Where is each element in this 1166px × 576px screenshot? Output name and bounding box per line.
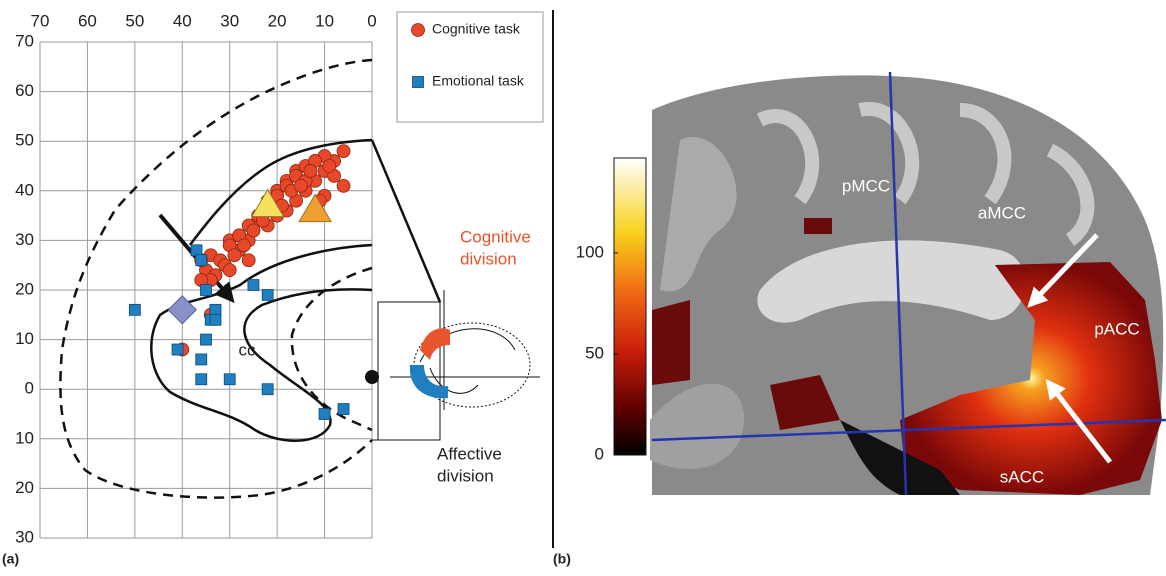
x-tick-label: 40	[173, 11, 192, 30]
panel-label: (a)	[2, 551, 19, 567]
point	[242, 254, 255, 267]
region-label: pACC	[1094, 319, 1139, 338]
mri-image	[614, 72, 1166, 495]
page: {"panels": ["(a)", "(b)"], "chart_data":…	[0, 0, 1166, 576]
point	[304, 164, 317, 177]
point	[262, 384, 273, 395]
point	[338, 404, 349, 415]
point	[248, 280, 259, 291]
y-tick-label: 10	[15, 428, 34, 447]
region-label: pMCC	[842, 176, 890, 195]
point	[247, 224, 260, 237]
x-tick-label: 20	[268, 11, 287, 30]
y-tick-label: 20	[15, 279, 34, 298]
point	[191, 245, 202, 256]
annotation: division	[437, 466, 494, 485]
annotation: Cognitive	[460, 227, 531, 246]
point	[228, 249, 241, 262]
region-label: sACC	[1000, 467, 1044, 486]
figure: (a)(b)7060504030201007060504030201001020…	[0, 0, 1166, 571]
panel-label: (b)	[553, 551, 571, 567]
colorbar-tick-label: 100	[576, 242, 604, 261]
y-tick-label: 20	[15, 478, 34, 497]
x-tick-label: 50	[125, 11, 144, 30]
legend-marker	[412, 24, 425, 37]
annotation: cc	[239, 340, 257, 359]
y-tick-label: 50	[15, 131, 34, 150]
point	[237, 239, 250, 252]
y-tick-label: 70	[15, 31, 34, 50]
point	[319, 409, 330, 420]
point	[172, 344, 183, 355]
point	[337, 145, 350, 158]
legend-label: Emotional task	[432, 73, 525, 89]
point	[223, 264, 236, 277]
annotation: division	[460, 249, 517, 268]
colorbar-tick-label: 0	[595, 444, 604, 463]
y-tick-label: 30	[15, 527, 34, 546]
legend-marker	[413, 77, 424, 88]
point	[294, 179, 307, 192]
y-tick-label: 0	[25, 379, 34, 398]
x-tick-label: 0	[367, 11, 376, 30]
colorbar-tick-label: 50	[585, 343, 604, 362]
annotation: Affective	[437, 444, 502, 463]
y-tick-label: 60	[15, 81, 34, 100]
x-tick-label: 60	[78, 11, 97, 30]
point	[262, 289, 273, 300]
y-tick-label: 10	[15, 329, 34, 348]
point	[337, 179, 350, 192]
point	[210, 314, 221, 325]
y-tick-label: 30	[15, 230, 34, 249]
point	[210, 304, 221, 315]
x-tick-label: 70	[31, 11, 50, 30]
point	[201, 334, 212, 345]
x-tick-label: 10	[315, 11, 334, 30]
region-label: aMCC	[978, 203, 1026, 222]
point	[201, 285, 212, 296]
point	[224, 374, 235, 385]
legend-label: Cognitive task	[432, 21, 521, 37]
point	[129, 304, 140, 315]
y-tick-label: 40	[15, 180, 34, 199]
point	[323, 160, 336, 173]
point	[196, 255, 207, 266]
point	[196, 374, 207, 385]
point	[196, 354, 207, 365]
x-tick-label: 30	[220, 11, 239, 30]
